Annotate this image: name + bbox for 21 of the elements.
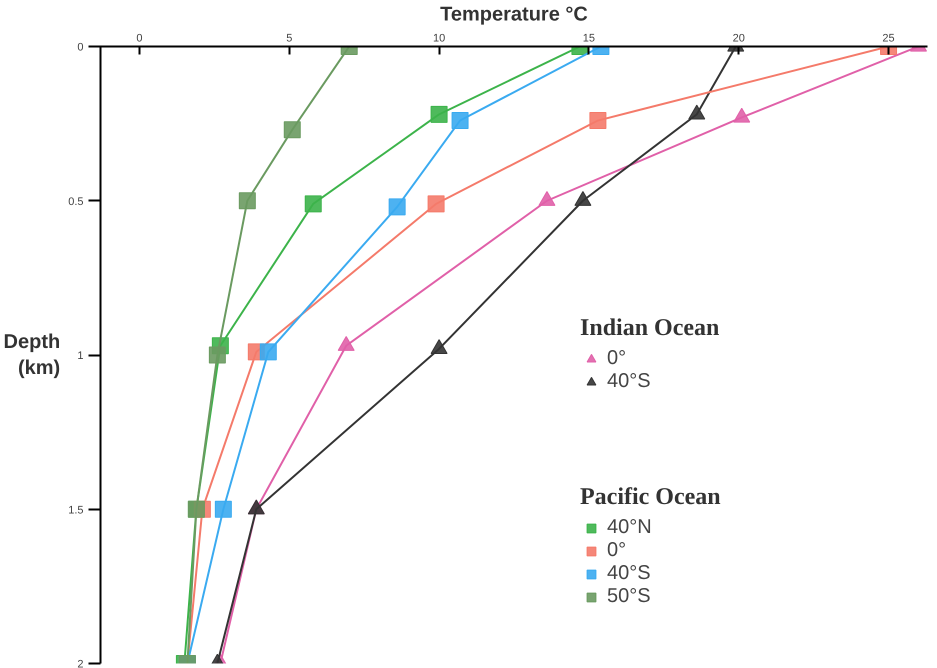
legend-label: 40°N <box>607 516 652 539</box>
y-axis-title: Depth (km) <box>4 330 60 380</box>
y-tick-label: 2 <box>77 658 84 668</box>
y-tick-label: 0 <box>77 42 84 54</box>
x-tick-label: 5 <box>286 32 292 44</box>
x-tick-label: 0 <box>136 32 143 44</box>
text: Pacific Ocean <box>580 484 721 510</box>
legend-label: 0° <box>607 539 627 562</box>
legend-label: 50°S <box>607 585 651 608</box>
legend-label: 40°S <box>607 370 651 393</box>
y-tick-label: 1.5 <box>68 504 84 516</box>
x-tick-label: 15 <box>582 32 596 44</box>
x-tick-label: 20 <box>732 32 745 44</box>
text: Indian Ocean <box>580 315 720 341</box>
x-axis-title: Temperature °C <box>440 4 588 26</box>
y-tick-label: 0.5 <box>68 196 84 208</box>
y-tick-label: 1 <box>77 350 84 362</box>
legend-label: 40°S <box>607 562 651 585</box>
legend-label: 0° <box>607 347 627 370</box>
x-tick-label: 10 <box>432 32 446 44</box>
x-tick-label: 25 <box>882 32 895 44</box>
